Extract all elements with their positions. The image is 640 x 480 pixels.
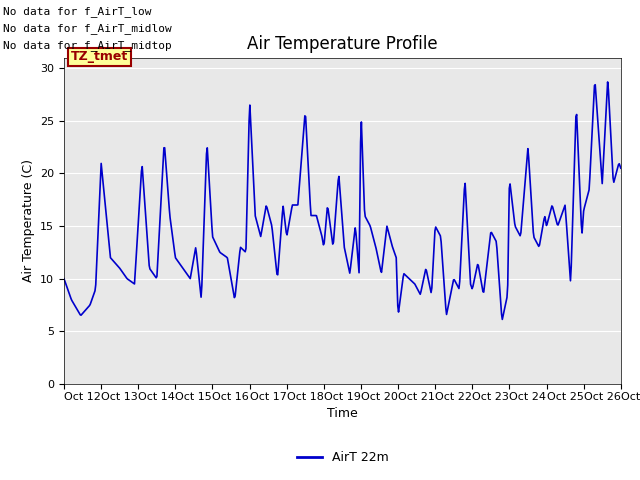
Title: Air Temperature Profile: Air Temperature Profile xyxy=(247,35,438,53)
Y-axis label: Air Temperature (C): Air Temperature (C) xyxy=(22,159,35,282)
Legend: AirT 22m: AirT 22m xyxy=(292,446,393,469)
X-axis label: Time: Time xyxy=(327,407,358,420)
Text: No data for f_AirT_midtop: No data for f_AirT_midtop xyxy=(3,40,172,51)
Text: No data for f_AirT_midlow: No data for f_AirT_midlow xyxy=(3,23,172,34)
Text: TZ_tmet: TZ_tmet xyxy=(71,50,128,63)
Text: No data for f_AirT_low: No data for f_AirT_low xyxy=(3,6,152,17)
